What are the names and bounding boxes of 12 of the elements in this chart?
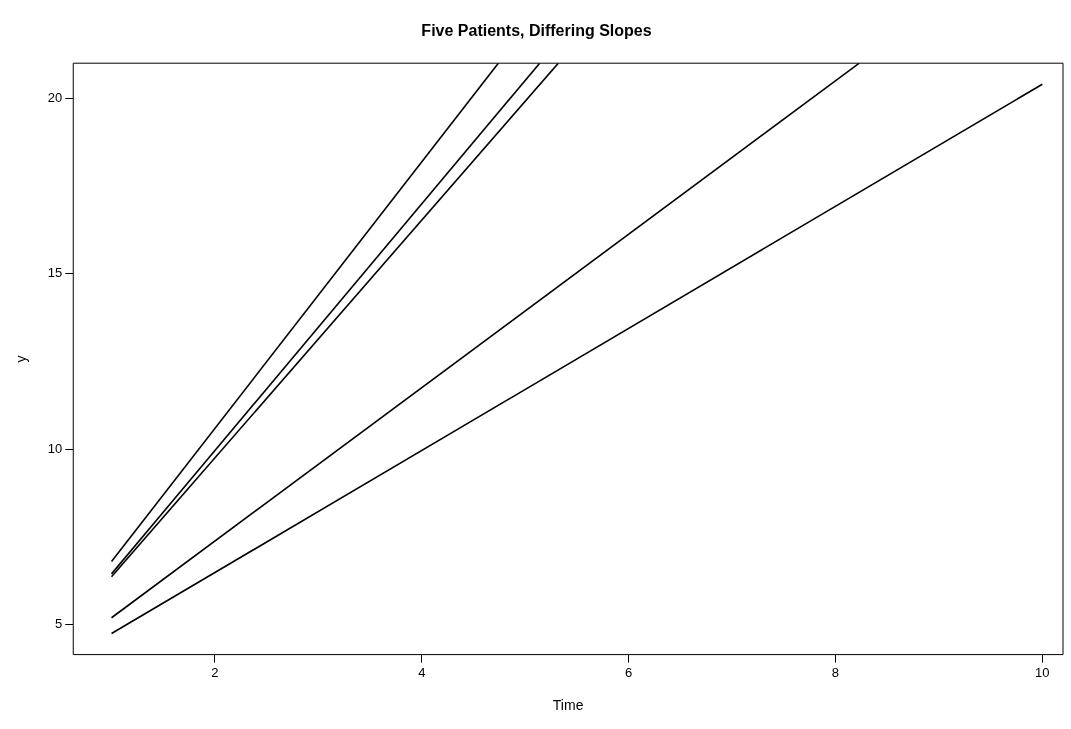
- y-tick-label: 5: [55, 616, 63, 632]
- y-tick-label: 15: [47, 265, 63, 281]
- y-axis-title: y: [13, 355, 30, 363]
- chart-title: Five Patients, Differing Slopes: [421, 22, 652, 40]
- y-tick-label: 10: [47, 440, 63, 456]
- x-tick-label: 10: [1035, 664, 1050, 680]
- x-tick-label: 2: [211, 664, 219, 680]
- x-tick-label: 4: [418, 664, 426, 680]
- y-tick-label: 20: [47, 89, 63, 105]
- x-tick-label: 6: [625, 664, 633, 680]
- x-axis-title: Time: [552, 697, 584, 714]
- x-tick-label: 8: [831, 664, 840, 680]
